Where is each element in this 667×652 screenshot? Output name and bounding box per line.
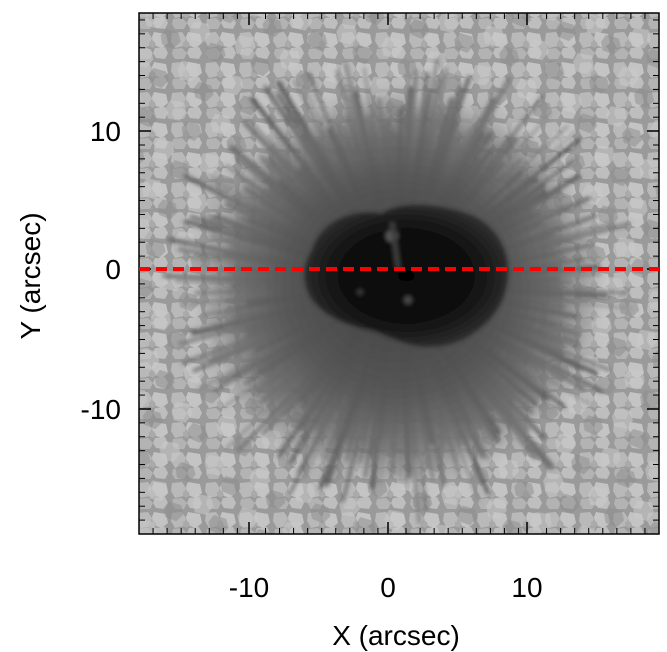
x-tick-label: 10 [511,572,542,603]
y-tick-label: 10 [90,116,121,147]
minor-ticks [138,13,660,535]
x-tick-label: -10 [229,572,269,603]
y-tick-label: -10 [81,394,121,425]
x-axis-title: X (arcsec) [332,620,460,651]
plot-frame [138,12,660,535]
umbra [304,204,509,347]
x-tick-label: 0 [380,572,396,603]
sunspot-image [139,13,659,534]
y-axis-title: Y (arcsec) [15,212,46,339]
y-tick-label: 0 [105,254,121,285]
